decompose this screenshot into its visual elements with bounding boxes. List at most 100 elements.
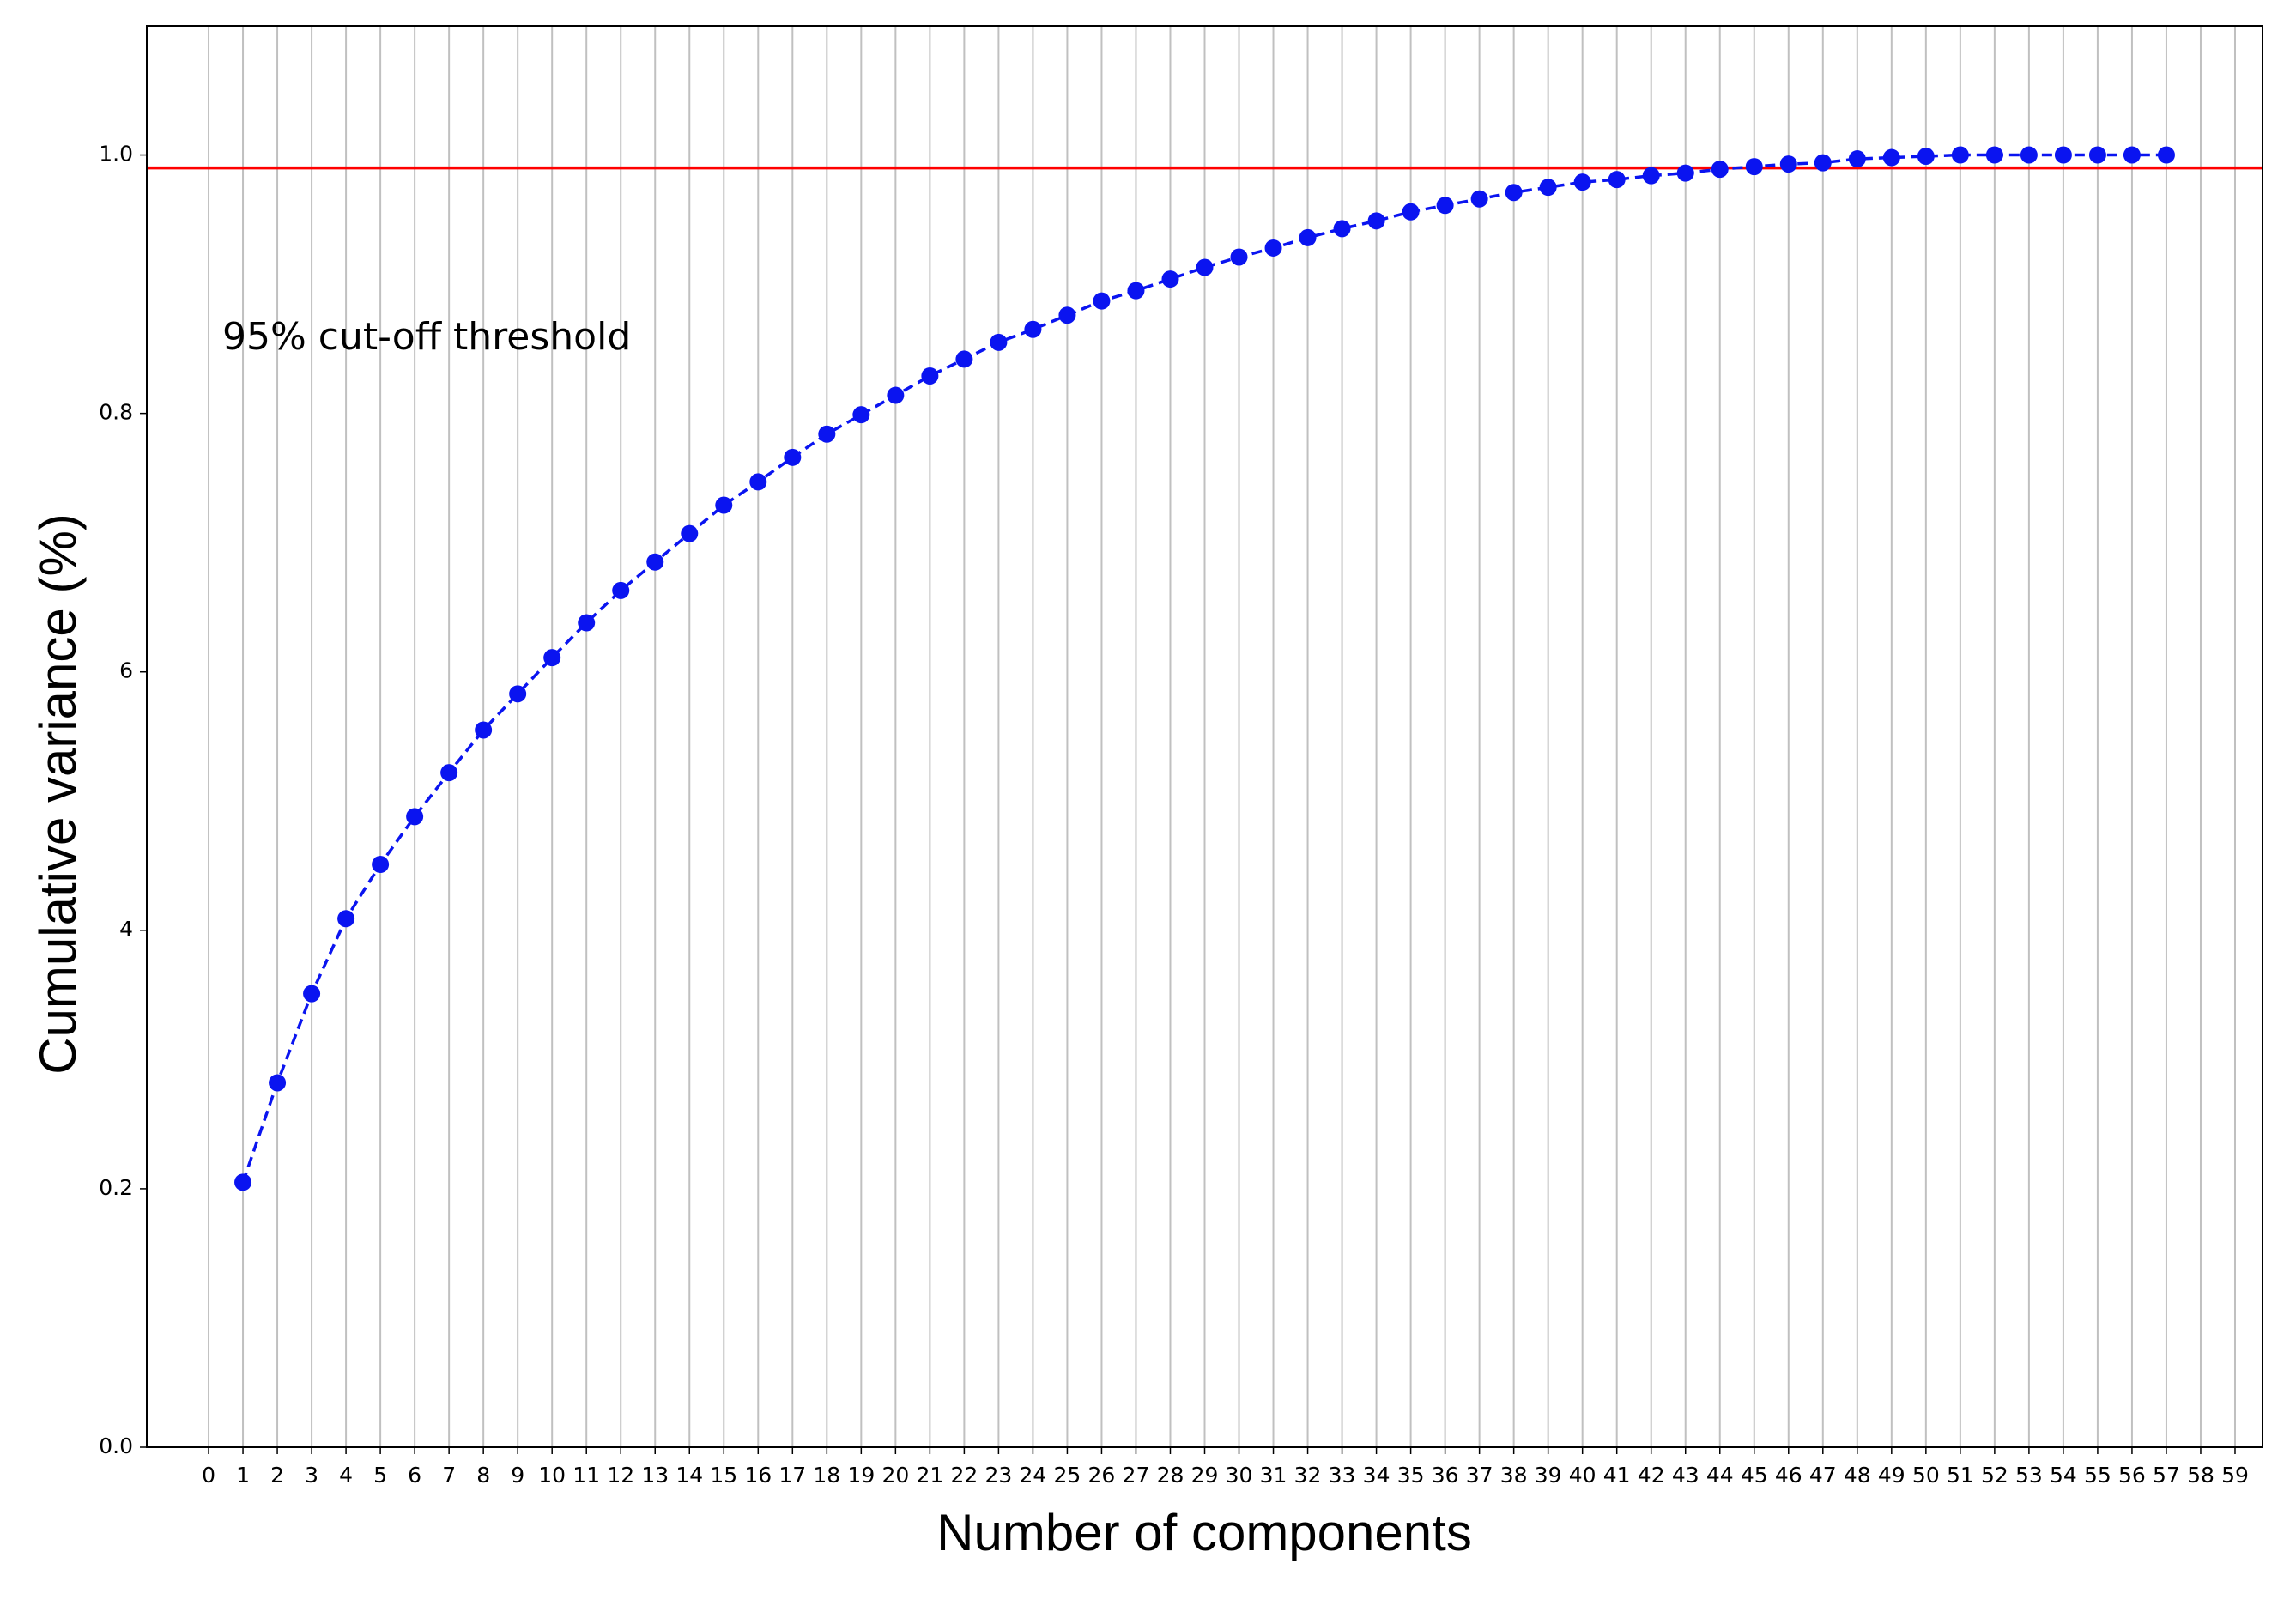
- x-tick-label: 37: [1466, 1463, 1493, 1488]
- x-tick-label: 49: [1878, 1463, 1905, 1488]
- data-point: [1676, 164, 1694, 182]
- x-tick-label: 24: [1020, 1463, 1047, 1488]
- x-tick-label: 25: [1054, 1463, 1081, 1488]
- x-tick-label: 0: [202, 1463, 215, 1488]
- x-tick-label: 29: [1191, 1463, 1219, 1488]
- x-tick-label: 21: [916, 1463, 943, 1488]
- data-point: [440, 764, 458, 782]
- x-tick-label: 30: [1226, 1463, 1253, 1488]
- data-point: [1367, 212, 1385, 230]
- data-point: [1333, 220, 1351, 238]
- data-point: [2123, 146, 2141, 164]
- data-point: [337, 910, 355, 928]
- annotation: 95% cut-off threshold: [222, 315, 631, 359]
- x-tick-label: 43: [1672, 1463, 1699, 1488]
- data-point: [2020, 146, 2038, 164]
- x-tick-label: 6: [408, 1463, 421, 1488]
- data-point: [1608, 171, 1626, 189]
- x-tick-label: 56: [2118, 1463, 2146, 1488]
- y-tick-label: 6: [119, 658, 133, 683]
- x-tick-label: 2: [270, 1463, 284, 1488]
- data-point: [475, 721, 493, 739]
- x-tick-label: 12: [607, 1463, 634, 1488]
- x-tick-label: 40: [1569, 1463, 1596, 1488]
- x-tick-label: 10: [538, 1463, 566, 1488]
- x-tick-label: 47: [1809, 1463, 1837, 1488]
- data-point: [1882, 148, 1900, 167]
- data-point: [372, 856, 390, 874]
- data-point: [1127, 282, 1145, 300]
- data-point: [1264, 239, 1282, 257]
- x-tick-label: 20: [881, 1463, 909, 1488]
- x-tick-label: 46: [1775, 1463, 1802, 1488]
- data-point: [1848, 150, 1866, 168]
- data-point: [990, 333, 1008, 351]
- x-tick-label: 57: [2153, 1463, 2180, 1488]
- x-tick-label: 3: [305, 1463, 318, 1488]
- x-tick-label: 22: [950, 1463, 978, 1488]
- x-tick-label: 59: [2221, 1463, 2249, 1488]
- x-tick-label: 38: [1500, 1463, 1528, 1488]
- x-tick-label: 13: [641, 1463, 669, 1488]
- x-tick-label: 50: [1912, 1463, 1940, 1488]
- data-point: [818, 425, 836, 443]
- data-point: [921, 367, 939, 385]
- data-point: [1402, 203, 1420, 221]
- data-point: [1745, 158, 1763, 176]
- x-tick-label: 33: [1329, 1463, 1356, 1488]
- data-point: [1299, 228, 1317, 246]
- x-tick-label: 42: [1638, 1463, 1665, 1488]
- data-point: [509, 685, 527, 703]
- x-tick-label: 51: [1947, 1463, 1974, 1488]
- x-tick-label: 44: [1706, 1463, 1734, 1488]
- data-point: [1539, 179, 1557, 197]
- data-point: [749, 473, 767, 491]
- data-point: [2157, 146, 2175, 164]
- x-tick-label: 54: [2050, 1463, 2077, 1488]
- data-point: [852, 406, 870, 424]
- data-point: [2088, 146, 2106, 164]
- data-point: [1093, 292, 1111, 310]
- data-point: [1711, 161, 1729, 179]
- data-point: [543, 649, 561, 667]
- x-tick-label: 19: [847, 1463, 875, 1488]
- x-tick-label: 53: [2015, 1463, 2043, 1488]
- data-point: [1573, 173, 1591, 191]
- y-tick-label: 1.0: [99, 142, 133, 167]
- x-tick-label: 7: [442, 1463, 456, 1488]
- x-tick-label: 31: [1260, 1463, 1287, 1488]
- x-tick-label: 4: [339, 1463, 353, 1488]
- x-tick-label: 36: [1432, 1463, 1459, 1488]
- x-tick-label: 26: [1088, 1463, 1116, 1488]
- x-tick-label: 9: [511, 1463, 524, 1488]
- x-tick-label: 27: [1123, 1463, 1150, 1488]
- x-axis-label: Number of components: [936, 1504, 1472, 1561]
- x-tick-label: 58: [2187, 1463, 2214, 1488]
- x-tick-label: 45: [1741, 1463, 1768, 1488]
- data-point: [1196, 258, 1214, 276]
- y-tick-label: 4: [119, 917, 133, 942]
- data-point: [269, 1074, 287, 1092]
- data-point: [1230, 248, 1248, 266]
- x-tick-label: 16: [744, 1463, 772, 1488]
- x-tick-label: 55: [2084, 1463, 2111, 1488]
- data-point: [1024, 320, 1042, 338]
- data-point: [1161, 270, 1179, 288]
- data-point: [887, 386, 905, 404]
- y-tick-label: 0.2: [99, 1175, 133, 1200]
- data-point: [681, 524, 699, 542]
- data-point: [1642, 167, 1660, 185]
- x-tick-label: 14: [675, 1463, 703, 1488]
- x-tick-label: 8: [476, 1463, 490, 1488]
- data-point: [1470, 190, 1488, 208]
- data-point: [1779, 155, 1797, 173]
- x-tick-label: 39: [1535, 1463, 1562, 1488]
- data-point: [1917, 148, 1935, 166]
- data-point: [1436, 197, 1454, 215]
- data-point: [612, 581, 630, 599]
- x-tick-label: 23: [984, 1463, 1012, 1488]
- data-point: [646, 553, 664, 571]
- x-tick-label: 28: [1157, 1463, 1184, 1488]
- data-point: [234, 1173, 252, 1191]
